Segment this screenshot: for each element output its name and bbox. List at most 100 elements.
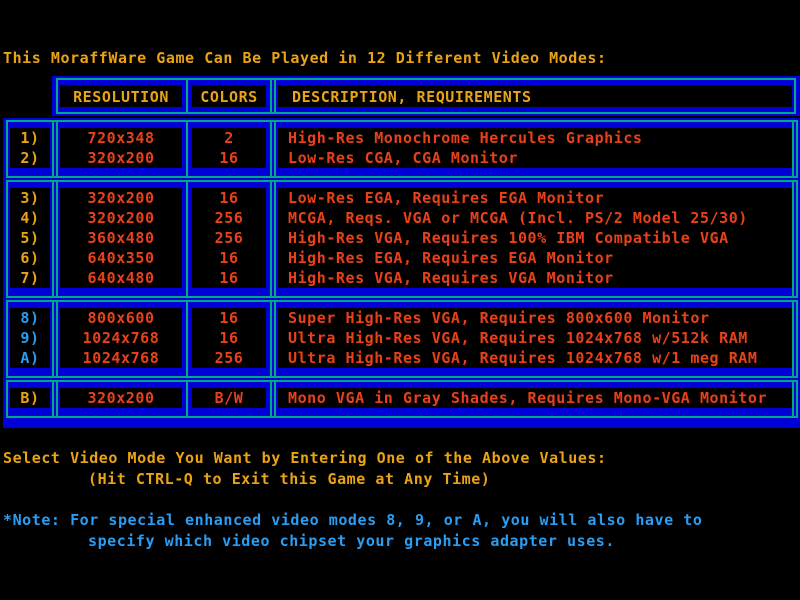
group-vrule-4 xyxy=(270,120,272,178)
row-colors: 16 xyxy=(219,189,239,207)
row-resolution: 1024x768 xyxy=(82,349,160,367)
group-vrule-0 xyxy=(6,120,8,178)
row-resolution: 720x348 xyxy=(87,129,155,147)
header-cell-colors xyxy=(192,85,266,107)
group-cell-number xyxy=(10,308,50,368)
row-colors: B/W xyxy=(214,389,244,407)
group-vrule-6 xyxy=(792,300,794,378)
row-key: 5) xyxy=(20,229,40,247)
group-vrule-4 xyxy=(270,300,272,378)
header-vrule-1 xyxy=(186,78,188,114)
row-description: Low-Res CGA, CGA Monitor xyxy=(288,149,518,167)
row-description: High-Res Monochrome Hercules Graphics xyxy=(288,129,643,147)
row-key: A) xyxy=(20,349,40,367)
row-colors: 16 xyxy=(219,309,239,327)
row-description: Ultra High-Res VGA, Requires 1024x768 w/… xyxy=(288,349,758,367)
group-vrule-2 xyxy=(56,380,58,418)
group-vrule-3 xyxy=(186,180,188,298)
group-vrule-2 xyxy=(56,300,58,378)
row-resolution: 800x600 xyxy=(87,309,155,327)
group-vrule-4 xyxy=(270,380,272,418)
group-vrule-2 xyxy=(56,180,58,298)
group-vrule-1 xyxy=(52,380,54,418)
group-vrule-0 xyxy=(6,180,8,298)
row-resolution: 320x200 xyxy=(87,189,155,207)
row-colors: 2 xyxy=(224,129,234,147)
group-vrule-3 xyxy=(186,120,188,178)
group-cell-colors xyxy=(192,188,266,288)
group-cell-resolution xyxy=(60,128,182,168)
group-cell-description xyxy=(278,308,792,368)
group-rule-bottom xyxy=(6,176,796,178)
group-vrule-5 xyxy=(274,120,276,178)
group-vrule-4 xyxy=(270,180,272,298)
group-cell-colors xyxy=(192,128,266,168)
group-cell-colors xyxy=(192,308,266,368)
group-rule-top xyxy=(6,180,796,182)
header-cell-resolution-label: RESOLUTION xyxy=(73,88,169,106)
row-colors: 16 xyxy=(219,269,239,287)
group-cell-resolution xyxy=(60,388,182,408)
group-cell-number xyxy=(10,188,50,288)
row-resolution: 320x200 xyxy=(87,149,155,167)
group-rule-bottom xyxy=(6,376,796,378)
page-title: This MoraffWare Game Can Be Played in 12… xyxy=(3,49,607,67)
header-vrule-3 xyxy=(274,78,276,114)
row-description: High-Res VGA, Requires VGA Monitor xyxy=(288,269,614,287)
group-cell-description xyxy=(278,188,792,288)
row-description: High-Res VGA, Requires 100% IBM Compatib… xyxy=(288,229,729,247)
row-colors: 256 xyxy=(214,229,244,247)
row-key: 8) xyxy=(20,309,40,327)
header-cell-resolution xyxy=(60,85,182,107)
group-vrule-7 xyxy=(796,120,798,178)
group-cell-description xyxy=(278,128,792,168)
row-key: 3) xyxy=(20,189,40,207)
group-vrule-1 xyxy=(52,120,54,178)
group-rule-top xyxy=(6,120,796,122)
row-colors: 256 xyxy=(214,349,244,367)
group-vrule-1 xyxy=(52,180,54,298)
prompt-line-1: Select Video Mode You Want by Entering O… xyxy=(3,449,607,467)
row-resolution: 320x200 xyxy=(87,209,155,227)
row-resolution: 640x350 xyxy=(87,249,155,267)
note-line-1: *Note: For special enhanced video modes … xyxy=(3,511,703,529)
header-vrule-2 xyxy=(270,78,272,114)
row-resolution: 320x200 xyxy=(87,389,155,407)
header-rule-bottom xyxy=(56,112,796,114)
group-vrule-7 xyxy=(796,180,798,298)
group-cell-colors xyxy=(192,388,266,408)
note-line-2: specify which video chipset your graphic… xyxy=(88,532,615,550)
row-colors: 16 xyxy=(219,329,239,347)
header-vrule-4 xyxy=(794,78,796,114)
row-description: High-Res EGA, Requires EGA Monitor xyxy=(288,249,614,267)
group-rule-bottom xyxy=(6,416,796,418)
row-colors: 16 xyxy=(219,149,239,167)
row-key: 7) xyxy=(20,269,40,287)
row-key: 1) xyxy=(20,129,40,147)
row-description: Ultra High-Res VGA, Requires 1024x768 w/… xyxy=(288,329,748,347)
row-key: B) xyxy=(20,389,40,407)
group-vrule-6 xyxy=(792,120,794,178)
row-description: Mono VGA in Gray Shades, Requires Mono-V… xyxy=(288,389,768,407)
group-vrule-6 xyxy=(792,180,794,298)
row-resolution: 640x480 xyxy=(87,269,155,287)
header-cell-description-label: DESCRIPTION, REQUIREMENTS xyxy=(292,88,532,106)
group-vrule-6 xyxy=(792,380,794,418)
row-description: Low-Res EGA, Requires EGA Monitor xyxy=(288,189,605,207)
group-rule-top xyxy=(6,380,796,382)
group-vrule-1 xyxy=(52,300,54,378)
group-cell-resolution xyxy=(60,188,182,288)
row-key: 9) xyxy=(20,329,40,347)
group-cell-description xyxy=(278,388,792,408)
row-resolution: 360x480 xyxy=(87,229,155,247)
group-vrule-5 xyxy=(274,180,276,298)
group-vrule-7 xyxy=(796,380,798,418)
row-key: 6) xyxy=(20,249,40,267)
group-vrule-3 xyxy=(186,300,188,378)
row-description: Super High-Res VGA, Requires 800x600 Mon… xyxy=(288,309,710,327)
group-cell-number xyxy=(10,128,50,168)
group-rule-top xyxy=(6,300,796,302)
row-key: 4) xyxy=(20,209,40,227)
row-description: MCGA, Reqs. VGA or MCGA (Incl. PS/2 Mode… xyxy=(288,209,748,227)
